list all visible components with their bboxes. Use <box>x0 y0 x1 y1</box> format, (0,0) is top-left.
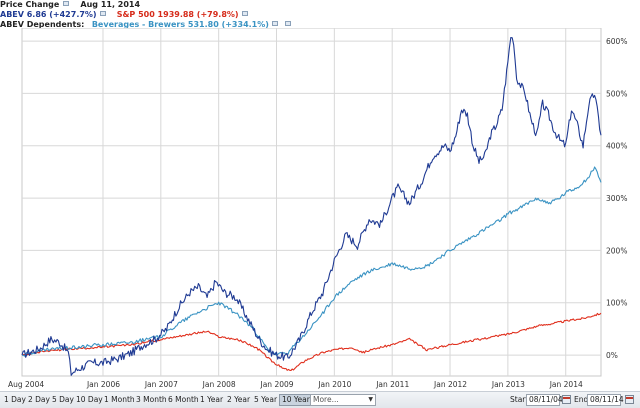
x-tick-label: Jan 2009 <box>260 380 294 389</box>
x-tick-label: Jan 2010 <box>317 380 351 389</box>
remove-beverages-icon[interactable] <box>285 21 292 26</box>
header-symbols-row: ABEV 6.86 (+427.7%) S&P 500 1939.88 (+79… <box>0 10 640 19</box>
expand-icon[interactable] <box>272 21 279 26</box>
range-1-month[interactable]: 1 Month <box>104 395 135 404</box>
y-tick-label: 300% <box>606 194 627 203</box>
header-dependents-row: ABEV Dependents: Beverages - Brewers 531… <box>0 20 640 29</box>
range-2-day[interactable]: 2 Day <box>28 395 50 404</box>
x-tick-label: Jan 2011 <box>375 380 409 389</box>
x-tick-label: Jan 2013 <box>491 380 525 389</box>
y-tick-label: 400% <box>606 142 627 151</box>
sp500-line <box>21 312 602 372</box>
more-ranges-select[interactable]: More... ▼ <box>310 394 376 406</box>
beverages-label[interactable]: Beverages - Brewers 531.80 (+334.1%) <box>91 20 269 29</box>
dropdown-icon[interactable] <box>62 1 69 6</box>
y-tick-label: 0% <box>606 351 618 360</box>
end-calendar-icon[interactable] <box>625 395 634 404</box>
range-1-day[interactable]: 1 Day <box>4 395 26 404</box>
x-tick-label: Jan 2008 <box>202 380 236 389</box>
range-5-year[interactable]: 5 Year <box>254 395 278 404</box>
dependents-label: ABEV Dependents: <box>0 20 85 29</box>
y-tick-label: 200% <box>606 246 627 255</box>
remove-sp500-icon[interactable] <box>242 11 249 16</box>
sp500-label[interactable]: S&P 500 1939.88 (+79.8%) <box>116 10 239 19</box>
beverages-line <box>21 166 602 357</box>
range-3-month[interactable]: 3 Month <box>136 395 167 404</box>
range-10-year[interactable]: 10 Year <box>279 394 313 406</box>
plot-area <box>21 28 602 377</box>
range-10-day[interactable]: 10 Day <box>76 395 103 404</box>
abev-line <box>21 37 602 376</box>
end-date-label: End <box>574 395 589 404</box>
series-lines <box>21 37 602 376</box>
price-change-title: Price Change <box>0 0 60 9</box>
chevron-down-icon: ▼ <box>368 396 373 403</box>
start-calendar-icon[interactable] <box>562 395 571 404</box>
range-5-day[interactable]: 5 Day <box>52 395 74 404</box>
start-date-label: Start <box>510 395 529 404</box>
x-tick-label: Jan 2012 <box>433 380 467 389</box>
range-1-year[interactable]: 1 Year <box>200 395 224 404</box>
y-tick-label: 100% <box>606 299 627 308</box>
y-tick-label: 500% <box>606 89 627 98</box>
x-tick-label: Jan 2006 <box>86 380 120 389</box>
header-title-row: Price Change Aug 11, 2014 <box>0 0 640 9</box>
end-date-input[interactable]: 08/11/14 <box>587 394 624 406</box>
y-tick-label: 600% <box>606 37 627 46</box>
more-ranges-value: More... <box>313 395 339 404</box>
chart-date: Aug 11, 2014 <box>80 0 141 9</box>
abev-label[interactable]: ABEV 6.86 (+427.7%) <box>0 10 97 19</box>
range-toolbar: 1 Day 2 Day 5 Day 10 Day 1 Month 3 Month… <box>0 391 640 408</box>
x-tick-label: Aug 2004 <box>8 380 44 389</box>
x-axis-ticks: Aug 2004 Jan 2006 Jan 2007 Jan 2008 Jan 2009… <box>8 380 583 389</box>
price-change-chart[interactable]: 0% 100% 200% 300% 400% 500% 600% Aug 2004 Jan 2… <box>0 28 640 390</box>
grid-lines <box>22 28 601 376</box>
range-6-month[interactable]: 6 Month <box>168 395 199 404</box>
remove-abev-icon[interactable] <box>100 11 107 16</box>
x-tick-label: Jan 2007 <box>144 380 178 389</box>
start-date-input[interactable]: 08/11/04 <box>526 394 563 406</box>
y-axis-ticks: 0% 100% 200% 300% 400% 500% 600% <box>606 37 627 360</box>
x-tick-label: Jan 2014 <box>549 380 583 389</box>
range-2-year[interactable]: 2 Year <box>227 395 251 404</box>
